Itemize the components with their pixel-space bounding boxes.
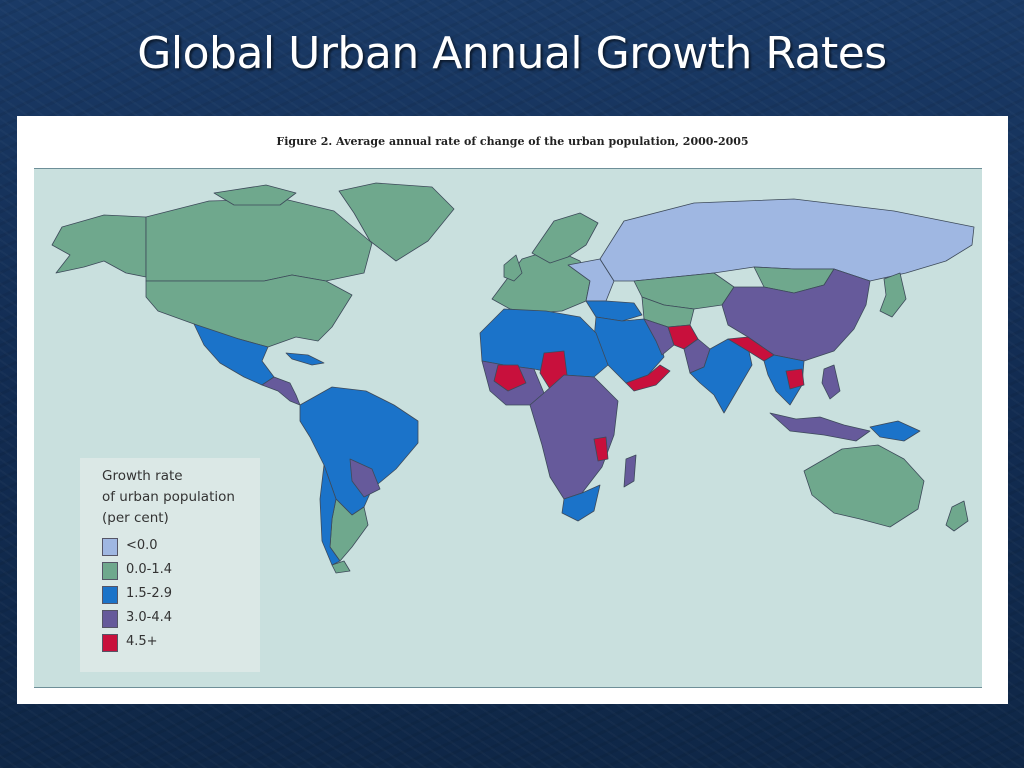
region-india <box>689 338 753 414</box>
region-east-africa <box>593 436 609 462</box>
region-turkey <box>585 300 643 322</box>
legend-label: 4.5+ <box>126 634 158 649</box>
region-central-america <box>261 376 301 406</box>
region-madagascar <box>623 454 637 488</box>
region-central-africa <box>529 374 619 500</box>
figure-panel: Figure 2. Average annual rate of change … <box>17 116 1008 704</box>
slide-title: Global Urban Annual Growth Rates <box>137 28 887 79</box>
legend-title: Growth rate of urban population (per cen… <box>102 466 262 529</box>
legend-label: 3.0-4.4 <box>126 610 173 625</box>
legend-label: <0.0 <box>126 538 158 553</box>
legend-swatch <box>102 610 118 628</box>
region-greenland <box>338 182 455 262</box>
world-map-svg <box>51 182 975 574</box>
region-cambodia <box>785 368 805 390</box>
legend-swatch <box>102 586 118 604</box>
region-scandinavia <box>531 212 599 264</box>
legend-swatch <box>102 634 118 652</box>
legend-swatch <box>102 538 118 556</box>
region-southern-africa <box>561 484 601 522</box>
region-iran <box>643 318 675 356</box>
region-caribbean <box>285 352 325 366</box>
region-europe <box>491 248 591 314</box>
legend-label: 0.0-1.4 <box>126 562 173 577</box>
region-japan <box>879 272 907 318</box>
region-alaska <box>51 214 147 278</box>
legend-label: 1.5-2.9 <box>126 586 173 601</box>
region-australia <box>803 444 925 528</box>
legend-title-line-3: (per cent) <box>102 510 169 526</box>
region-philippines <box>821 364 841 400</box>
region-bolivia-paraguay <box>349 458 381 498</box>
region-new-zealand <box>945 500 969 532</box>
region-indonesia <box>769 412 871 442</box>
map-legend: Growth rate of urban population (per cen… <box>80 458 260 672</box>
region-arctic-islands <box>213 184 297 206</box>
region-chile <box>319 464 341 566</box>
world-map: Growth rate of urban population (per cen… <box>34 168 982 688</box>
region-usa <box>145 274 353 348</box>
region-uk <box>503 254 523 282</box>
region-south-america <box>299 386 419 516</box>
figure-caption: Figure 2. Average annual rate of change … <box>276 135 749 148</box>
region-tierra-del-fuego <box>331 560 351 574</box>
region-southeast-asia <box>763 354 805 406</box>
region-canada <box>145 198 373 282</box>
legend-title-line-1: Growth rate <box>102 468 183 484</box>
region-sahel-west <box>493 364 527 392</box>
legend-title-line-2: of urban population <box>102 489 235 505</box>
legend-swatch <box>102 562 118 580</box>
region-yemen <box>625 364 671 392</box>
region-papua <box>869 420 921 442</box>
